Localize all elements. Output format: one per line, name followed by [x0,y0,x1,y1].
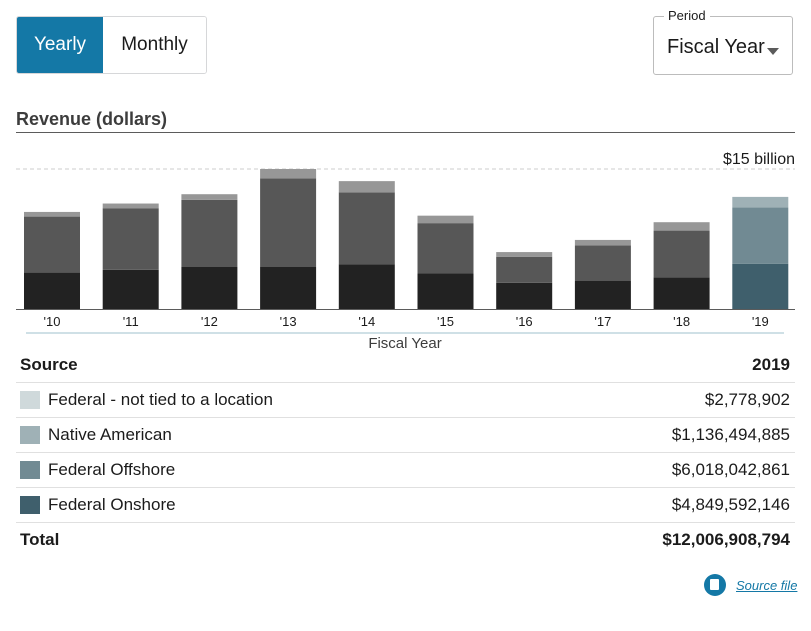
table-row: Native American $1,136,494,885 [16,418,795,453]
legend-swatch [20,391,40,409]
revenue-table: Source 2019 Federal - not tied to a loca… [16,348,795,558]
row-value: $2,778,902 [704,390,790,409]
bar-segment [653,277,710,309]
table-total-row: Total $12,006,908,794 [16,523,795,558]
bar-segment [338,192,395,265]
bar-segment [102,269,159,309]
bar-segment [260,169,317,179]
x-axis-label: Fiscal Year [368,335,441,350]
x-tick-label: '19 [752,314,769,329]
x-tick-label: '14 [358,314,375,329]
bar-segment [732,263,789,309]
source-file-link[interactable]: Source file [704,574,797,596]
row-value: $1,136,494,885 [671,425,790,444]
table-header: Source 2019 [16,348,795,383]
monthly-toggle-button[interactable]: Monthly [103,17,206,73]
row-label: Federal Offshore [48,460,176,479]
row-label: Federal Onshore [48,495,176,514]
bar-segment [496,252,553,257]
legend-swatch [20,496,40,514]
x-tick-label: '16 [516,314,533,329]
bar-segment [181,199,238,267]
bar-segment [181,194,238,200]
bar-segment [24,211,80,217]
row-label: Native American [48,425,172,444]
bar-segment [417,223,474,274]
section-title: Revenue (dollars) [16,109,168,129]
table-row: Federal Offshore $6,018,042,861 [16,453,795,488]
period-label: Period [664,8,710,23]
total-label: Total [20,530,60,549]
bar-segment [653,222,710,231]
bar-segment [496,256,553,283]
bar-segment [574,239,631,246]
row-value: $6,018,042,861 [671,460,790,479]
row-label: Federal - not tied to a location [48,390,273,409]
row-value: $4,849,592,146 [671,495,790,514]
bar-segment [653,230,710,278]
bar-segment [417,215,474,224]
revenue-chart: $15 billion '10 '11 '12 '13 '14 '15 '16 '17 '18 '1… [16,151,795,350]
bar-segment [24,216,80,273]
legend-swatch [20,461,40,479]
table-row: Federal Onshore $4,849,592,146 [16,488,795,523]
bar-segment [102,203,159,209]
bar-segment [338,264,395,309]
bar-segment [417,273,474,309]
source-file-label: Source file [736,577,798,593]
legend-swatch [20,426,40,444]
period-value: Fiscal Year [667,36,765,58]
x-tick-label: '13 [280,314,297,329]
bar-segment [102,208,159,270]
bar-segment [181,267,238,309]
bar-segment [732,196,789,208]
x-tick-label: '15 [437,314,454,329]
header-source: Source [20,355,78,374]
bar-segment [496,282,553,309]
bar-segment [260,178,317,267]
x-tick-label: '10 [44,314,61,329]
x-tick-label: '12 [201,314,218,329]
chevron-down-icon [767,48,779,55]
bar-segment [732,207,789,264]
document-download-icon [704,574,726,596]
y-max-label: $15 billion [723,151,795,168]
period-select[interactable]: Period Fiscal Year [653,8,793,75]
period-toggle: Yearly Monthly [16,16,207,74]
title-divider [16,132,795,133]
x-tick-label: '11 [123,314,139,329]
bar-segment [260,267,317,309]
header-year: 2019 [752,355,790,374]
bar-segment [574,281,631,309]
bar-segment [574,245,631,281]
total-value: $12,006,908,794 [662,530,790,549]
bar-segment [338,181,395,193]
table-row: Federal - not tied to a location $2,778,… [16,383,795,418]
yearly-toggle-button[interactable]: Yearly [17,17,103,73]
x-tick-label: '17 [594,314,611,329]
bar-segment [24,272,80,309]
x-tick-label: '18 [673,314,690,329]
